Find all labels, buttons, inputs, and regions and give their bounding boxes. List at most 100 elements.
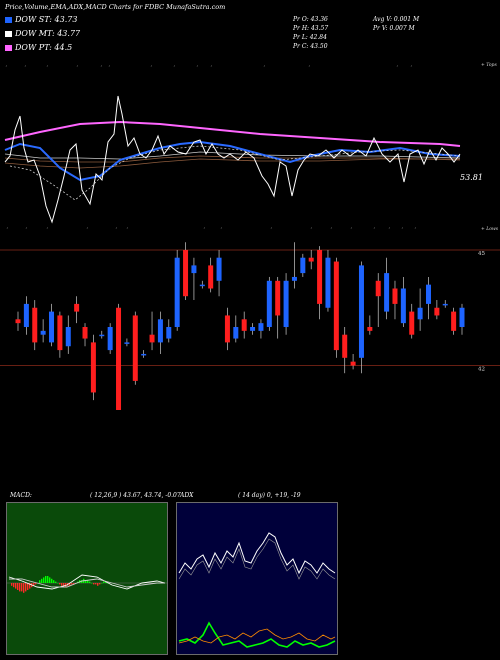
macd-hist-bar bbox=[49, 577, 51, 583]
legend-swatch-st bbox=[5, 17, 12, 23]
ema-mid-line-a bbox=[4, 155, 461, 163]
macd-hist-bar bbox=[73, 583, 75, 585]
candle-body bbox=[400, 288, 406, 324]
top-date-tick: ·· bbox=[107, 64, 113, 69]
macd-hist-bar bbox=[11, 583, 13, 586]
candle-body bbox=[258, 323, 264, 331]
stat-close: Pr C: 43.50 bbox=[293, 43, 328, 50]
level-label-0: 45 bbox=[478, 251, 485, 257]
legend-swatch-mt bbox=[5, 31, 12, 37]
bottom-date-tick: ·· bbox=[269, 226, 275, 231]
top-date-tick: ·· bbox=[45, 64, 51, 69]
bottom-date-tick: ·· bbox=[387, 226, 393, 231]
candle-body bbox=[266, 280, 272, 327]
macd-signal-line bbox=[9, 578, 165, 588]
macd-hist-bar bbox=[101, 583, 103, 584]
candle-body bbox=[250, 327, 256, 331]
candle-body bbox=[283, 280, 289, 327]
macd-panel bbox=[6, 502, 168, 655]
bottom-date-tick: ·· bbox=[309, 226, 315, 231]
legend-dow-st: DOW ST: 43.73 bbox=[3, 15, 163, 25]
macd-hist-bar bbox=[17, 583, 19, 590]
candle-body bbox=[208, 265, 214, 289]
legend-dow-pt: DOW PT: 44.5 bbox=[3, 43, 163, 53]
candle-body bbox=[417, 307, 423, 320]
candle-body bbox=[141, 353, 147, 356]
top-date-tick: ·· bbox=[195, 64, 201, 69]
macd-hist-bar bbox=[89, 581, 91, 583]
candle-body bbox=[342, 334, 348, 358]
adx-shadow-line bbox=[178, 538, 336, 580]
candle-body bbox=[82, 327, 88, 339]
ema-short-line bbox=[4, 140, 461, 182]
tops-label: + Tops bbox=[481, 62, 497, 68]
bottom-date-tick: ·· bbox=[329, 226, 335, 231]
bottom-date-tick: ·· bbox=[5, 226, 11, 231]
macd-hist-bar bbox=[27, 583, 29, 590]
macd-hist-bar bbox=[35, 583, 37, 585]
adx-line bbox=[178, 532, 336, 575]
top-date-tick: ·· bbox=[209, 64, 215, 69]
top-date-tick: ·· bbox=[395, 64, 401, 69]
stat-low: Pr L: 42.84 bbox=[293, 34, 327, 41]
candle-body bbox=[216, 257, 222, 281]
macd-hist-bar bbox=[23, 583, 25, 593]
current-price-label: 53.81 bbox=[460, 173, 483, 182]
bottom-date-tick: ·· bbox=[24, 226, 30, 231]
macd-hist-bar bbox=[93, 583, 95, 585]
candle-body bbox=[300, 257, 306, 274]
macd-hist-bar bbox=[59, 583, 61, 585]
candle-body bbox=[15, 319, 21, 324]
candle-body bbox=[434, 307, 440, 316]
macd-hist-bar bbox=[55, 581, 57, 583]
legend-swatch-pt bbox=[5, 45, 12, 51]
candle-body bbox=[149, 334, 155, 343]
bottom-date-tick: ·· bbox=[413, 226, 419, 231]
macd-hist-bar bbox=[87, 580, 89, 583]
candle-body bbox=[49, 311, 55, 343]
candle-body bbox=[392, 288, 398, 304]
ema-price-chart: + Tops + Lows 53.81 ·· ·· ·· ·· ·· ·· ·· ·· ·· ··… bbox=[4, 62, 499, 232]
candle-body bbox=[191, 265, 197, 274]
candle-body bbox=[442, 303, 448, 306]
candle-body bbox=[325, 257, 331, 308]
adx-label: ADX bbox=[180, 492, 194, 499]
candle-body bbox=[199, 284, 205, 287]
macd-hist-bar bbox=[19, 583, 21, 592]
macd-hist-bar bbox=[15, 583, 17, 589]
legend-label-mt: DOW MT: 43.77 bbox=[15, 29, 81, 38]
candle-body bbox=[241, 319, 247, 331]
top-date-tick: ·· bbox=[99, 64, 105, 69]
candle-body bbox=[317, 250, 323, 304]
candle-body bbox=[40, 330, 46, 335]
macd-hist-bar bbox=[103, 581, 105, 583]
top-date-tick: ·· bbox=[149, 64, 155, 69]
candle-body bbox=[375, 280, 381, 297]
top-date-tick: ·· bbox=[409, 64, 415, 69]
macd-hist-bar bbox=[99, 583, 101, 585]
candle-body bbox=[174, 257, 180, 327]
candle-body bbox=[116, 307, 122, 410]
candle-body bbox=[157, 319, 163, 343]
macd-hist-bar bbox=[53, 580, 55, 583]
macd-hist-bar bbox=[85, 580, 87, 583]
macd-hist-bar bbox=[47, 576, 49, 583]
macd-hist-bar bbox=[51, 578, 53, 583]
candle-body bbox=[459, 307, 465, 327]
stat-volume: Pr V: 0.007 M bbox=[373, 25, 415, 32]
adx-panel bbox=[176, 502, 338, 655]
macd-line bbox=[8, 574, 166, 590]
candle-body bbox=[409, 311, 415, 335]
top-date-tick: ·· bbox=[307, 64, 313, 69]
macd-hist-bar bbox=[97, 583, 99, 586]
top-date-tick: ·· bbox=[172, 64, 178, 69]
candlestick-chart: 454240 bbox=[0, 242, 500, 410]
candle-body bbox=[308, 257, 314, 262]
macd-hist-bar bbox=[29, 583, 31, 589]
macd-hist-bar bbox=[39, 580, 41, 583]
macd-hist-bar bbox=[95, 583, 97, 585]
minus-di-line bbox=[178, 628, 336, 644]
macd-hist-bar bbox=[45, 576, 47, 583]
chart-title: Price,Volume,EMA,ADX,MACD Charts for FDB… bbox=[5, 3, 226, 11]
macd-hist-bar bbox=[13, 583, 15, 588]
